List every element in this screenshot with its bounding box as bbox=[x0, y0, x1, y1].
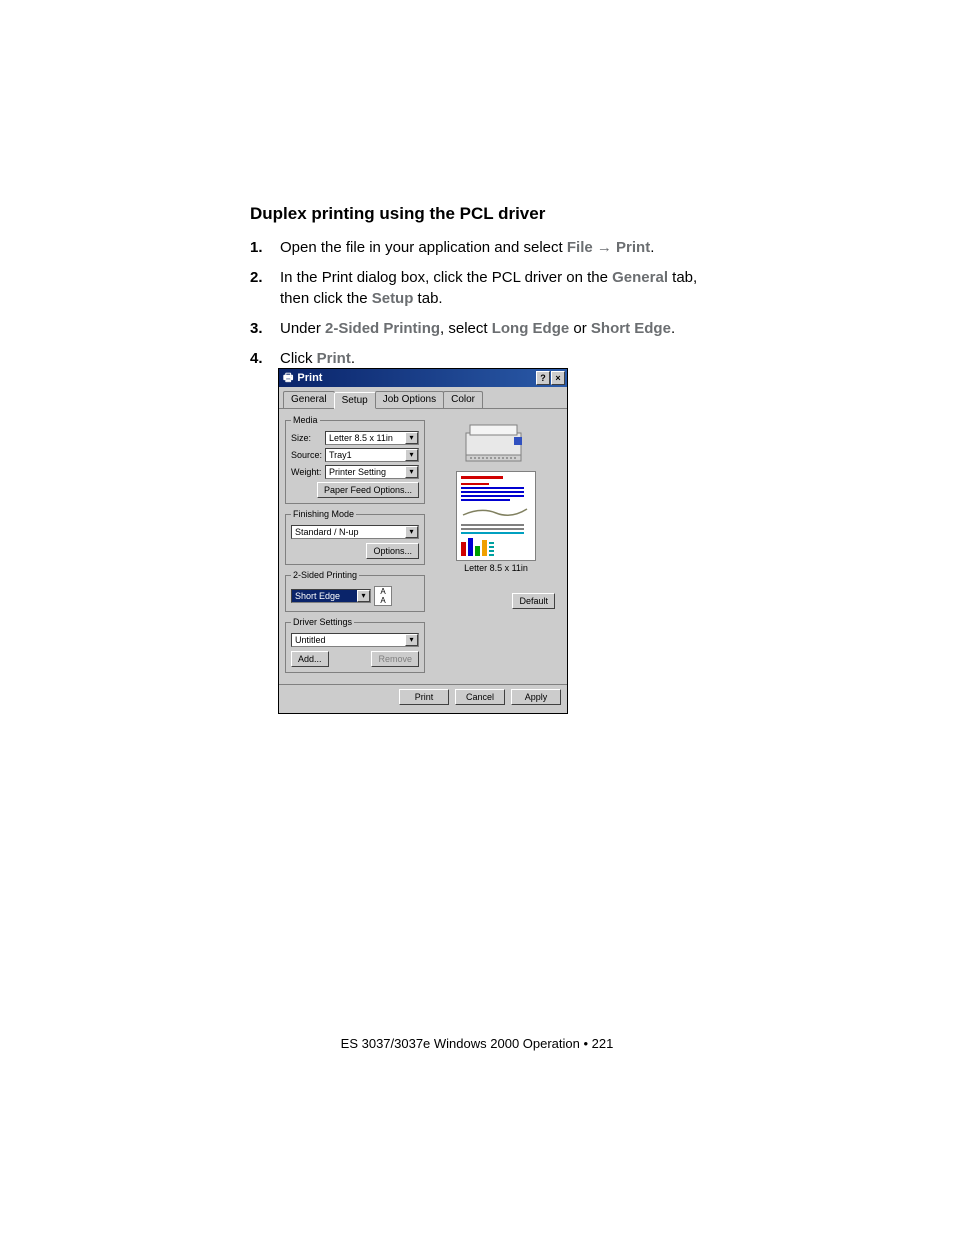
default-button[interactable]: Default bbox=[512, 593, 555, 609]
driversettings-fieldset: Driver Settings Untitled▾ Add... Remove bbox=[285, 617, 425, 673]
page-footer: ES 3037/3037e Windows 2000 Operation • 2… bbox=[0, 1036, 954, 1051]
finishing-select[interactable]: Standard / N-up▾ bbox=[291, 525, 419, 539]
tab-color[interactable]: Color bbox=[443, 391, 483, 408]
twosided-select[interactable]: Short Edge▾ bbox=[291, 589, 371, 603]
preview-label: Letter 8.5 x 11in bbox=[431, 563, 561, 573]
source-label: Source: bbox=[291, 450, 325, 460]
finishing-fieldset: Finishing Mode Standard / N-up▾ Options.… bbox=[285, 509, 425, 565]
tab-general[interactable]: General bbox=[283, 391, 335, 408]
print-button[interactable]: Print bbox=[399, 689, 449, 705]
dialog-titlebar[interactable]: 🖶 Print ? × bbox=[279, 369, 567, 387]
driversettings-legend: Driver Settings bbox=[291, 617, 354, 627]
page-heading: Duplex printing using the PCL driver bbox=[250, 204, 710, 224]
driversettings-select[interactable]: Untitled▾ bbox=[291, 633, 419, 647]
help-button[interactable]: ? bbox=[536, 371, 550, 385]
step-number: 1. bbox=[250, 238, 280, 258]
steps-list: 1.Open the file in your application and … bbox=[250, 238, 710, 369]
step-item: 3.Under 2-Sided Printing, select Long Ed… bbox=[250, 319, 710, 339]
print-dialog: 🖶 Print ? × GeneralSetupJob OptionsColor… bbox=[278, 368, 568, 714]
chevron-down-icon: ▾ bbox=[405, 634, 418, 646]
tab-job-options[interactable]: Job Options bbox=[375, 391, 444, 408]
duplex-icon: AA bbox=[374, 586, 392, 606]
paper-feed-options-button[interactable]: Paper Feed Options... bbox=[317, 482, 419, 498]
remove-button[interactable]: Remove bbox=[371, 651, 419, 667]
chevron-down-icon: ▾ bbox=[405, 449, 418, 461]
weight-select[interactable]: Printer Setting▾ bbox=[325, 465, 419, 479]
step-text: Open the file in your application and se… bbox=[280, 238, 710, 258]
chevron-down-icon: ▾ bbox=[357, 590, 370, 602]
dialog-title: Print bbox=[297, 372, 322, 384]
tab-bar: GeneralSetupJob OptionsColor bbox=[279, 387, 567, 409]
chevron-down-icon: ▾ bbox=[405, 432, 418, 444]
step-item: 4.Click Print. bbox=[250, 349, 710, 369]
size-label: Size: bbox=[291, 433, 325, 443]
media-fieldset: Media Size: Letter 8.5 x 11in▾ Source: T… bbox=[285, 415, 425, 504]
printer-icon: 🖶 bbox=[283, 369, 293, 388]
media-legend: Media bbox=[291, 415, 320, 425]
tab-setup[interactable]: Setup bbox=[334, 392, 376, 409]
source-select[interactable]: Tray1▾ bbox=[325, 448, 419, 462]
step-item: 2.In the Print dialog box, click the PCL… bbox=[250, 268, 710, 309]
step-number: 2. bbox=[250, 268, 280, 309]
twosided-fieldset: 2-Sided Printing Short Edge▾ AA bbox=[285, 570, 425, 612]
cancel-button[interactable]: Cancel bbox=[455, 689, 505, 705]
step-text: Under 2-Sided Printing, select Long Edge… bbox=[280, 319, 710, 339]
twosided-legend: 2-Sided Printing bbox=[291, 570, 359, 580]
printer-illustration bbox=[456, 415, 536, 465]
finishing-options-button[interactable]: Options... bbox=[366, 543, 419, 559]
step-number: 4. bbox=[250, 349, 280, 369]
page-preview bbox=[456, 471, 536, 561]
step-text: Click Print. bbox=[280, 349, 710, 369]
weight-label: Weight: bbox=[291, 467, 325, 477]
chevron-down-icon: ▾ bbox=[405, 466, 418, 478]
finishing-legend: Finishing Mode bbox=[291, 509, 356, 519]
step-text: In the Print dialog box, click the PCL d… bbox=[280, 268, 710, 309]
add-button[interactable]: Add... bbox=[291, 651, 329, 667]
step-item: 1.Open the file in your application and … bbox=[250, 238, 710, 258]
step-number: 3. bbox=[250, 319, 280, 339]
chevron-down-icon: ▾ bbox=[405, 526, 418, 538]
size-select[interactable]: Letter 8.5 x 11in▾ bbox=[325, 431, 419, 445]
close-button[interactable]: × bbox=[551, 371, 565, 385]
apply-button[interactable]: Apply bbox=[511, 689, 561, 705]
